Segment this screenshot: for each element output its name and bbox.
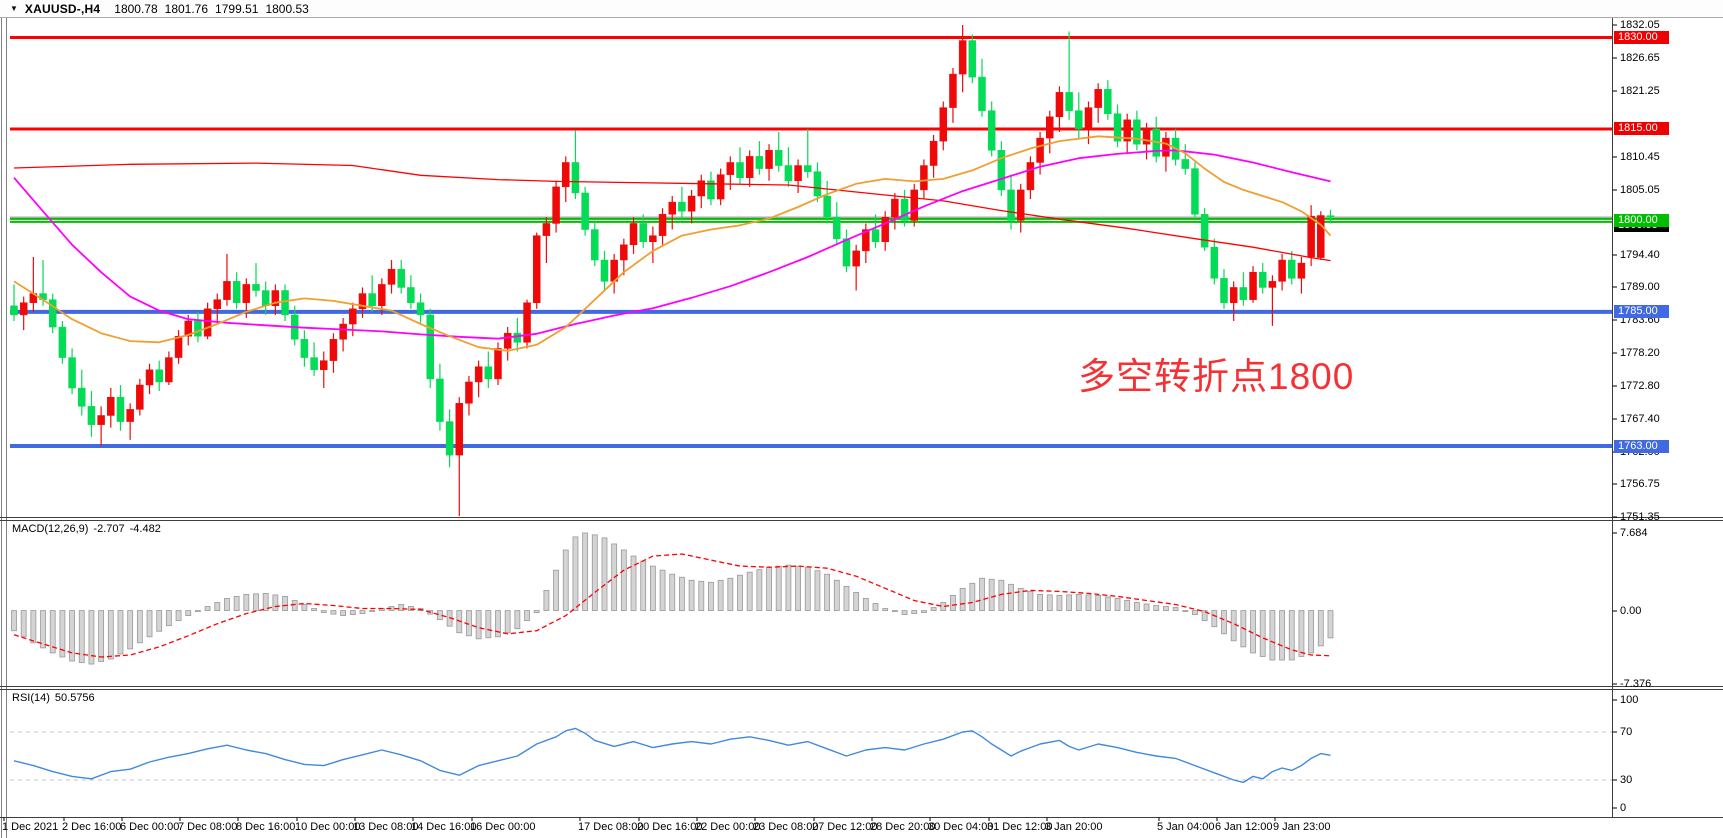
ma-lines-layer bbox=[13, 135, 1332, 352]
price-tag: 1763.00 bbox=[1614, 440, 1669, 453]
time-tick-label: 2 Dec 16:00 bbox=[62, 821, 122, 833]
time-tick-label: 14 Dec 16:00 bbox=[411, 821, 477, 833]
time-tick-label: 16 Dec 00:00 bbox=[470, 821, 536, 833]
macd-axis-label: 7.684 bbox=[1620, 527, 1648, 539]
ma-magenta bbox=[13, 149, 1331, 340]
price-tag: 1830.00 bbox=[1614, 31, 1669, 44]
price-tick-label: 1751.35 bbox=[1620, 511, 1660, 523]
time-tick-label: 23 Dec 08:00 bbox=[753, 821, 819, 833]
macd-axis-label: 0.00 bbox=[1620, 605, 1642, 617]
ma-red bbox=[13, 162, 1331, 262]
time-tick-label: 28 Dec 20:00 bbox=[870, 821, 936, 833]
macd-main-value: -2.707 bbox=[93, 523, 125, 535]
price-tag: 1800.00 bbox=[1614, 214, 1669, 227]
time-tick-label: 17 Dec 08:00 bbox=[578, 821, 644, 833]
rsi-line bbox=[13, 727, 1331, 784]
price-tick-label: 1772.80 bbox=[1620, 380, 1660, 392]
time-tick-label: 6 Dec 00:00 bbox=[120, 821, 180, 833]
rsi-name: RSI(14) bbox=[12, 692, 50, 704]
rsi-axis-label: 100 bbox=[1620, 694, 1639, 706]
price-tick-label: 1821.25 bbox=[1620, 85, 1660, 97]
ohlc-close: 1800.53 bbox=[265, 1, 309, 16]
time-tick-label: 3 Jan 20:00 bbox=[1045, 821, 1103, 833]
time-tick-label: 31 Dec 12:00 bbox=[987, 821, 1053, 833]
ohlc-open: 1800.78 bbox=[114, 1, 158, 16]
macd-name: MACD(12,26,9) bbox=[12, 523, 89, 535]
price-tick-label: 1832.05 bbox=[1620, 19, 1660, 31]
time-tick-label: 1 Dec 2021 bbox=[2, 821, 59, 833]
time-tick-label: 5 Jan 04:00 bbox=[1157, 821, 1215, 833]
candlesticks-layer bbox=[10, 25, 1335, 517]
rsi-axis-label: 0 bbox=[1620, 802, 1627, 814]
rsi-indicator-label: RSI(14) 50.5756 bbox=[12, 692, 100, 704]
time-tick-label: 13 Dec 08:00 bbox=[353, 821, 419, 833]
price-tick-label: 1794.40 bbox=[1620, 249, 1660, 261]
rsi-axis-label: 30 bbox=[1620, 774, 1633, 786]
rsi-value: 50.5756 bbox=[54, 692, 95, 704]
price-tick-label: 1778.20 bbox=[1620, 347, 1660, 359]
price-tick-label: 1805.05 bbox=[1620, 184, 1660, 196]
rsi-layer bbox=[10, 727, 1612, 784]
macd-indicator-label: MACD(12,26,9) -2.707 -4.482 bbox=[12, 523, 166, 535]
time-tick-label: 22 Dec 00:00 bbox=[695, 821, 761, 833]
ohlc-high: 1801.76 bbox=[164, 1, 209, 16]
annotation-bullbear-1800[interactable]: 多空转折点1800 bbox=[1078, 356, 1355, 397]
time-tick-label: 7 Dec 08:00 bbox=[178, 821, 238, 833]
time-tick-label: 20 Dec 16:00 bbox=[637, 821, 703, 833]
time-tick-label: 10 Dec 00:00 bbox=[295, 821, 361, 833]
price-tick-label: 1767.40 bbox=[1620, 413, 1660, 425]
time-tick-label: 30 Dec 04:00 bbox=[928, 821, 994, 833]
macd-signal-line bbox=[13, 553, 1331, 658]
rsi-axis-label: 70 bbox=[1620, 726, 1633, 738]
price-tag: 1785.00 bbox=[1614, 305, 1669, 318]
time-tick-label: 9 Jan 23:00 bbox=[1273, 821, 1331, 833]
macd-signal-value: -4.482 bbox=[129, 523, 161, 535]
hlines-layer bbox=[10, 35, 1612, 448]
price-tick-label: 1810.45 bbox=[1620, 151, 1660, 163]
price-tick-label: 1789.00 bbox=[1620, 281, 1660, 293]
ohlc-low: 1799.51 bbox=[215, 1, 259, 16]
ma-orange bbox=[13, 135, 1332, 352]
time-tick-label: 8 Dec 16:00 bbox=[236, 821, 296, 833]
symbol-period-label: XAUUSD-,H4 bbox=[24, 1, 101, 16]
time-tick-label: 6 Jan 12:00 bbox=[1215, 821, 1273, 833]
collapse-chart-icon[interactable]: ▼ bbox=[10, 4, 18, 13]
macd-axis-label: -7.376 bbox=[1620, 678, 1652, 690]
chart-titlebar[interactable]: ▼ XAUUSD-,H4 1800.78 1801.76 1799.51 180… bbox=[0, 0, 1723, 17]
time-tick-label: 27 Dec 12:00 bbox=[812, 821, 878, 833]
price-tick-label: 1756.75 bbox=[1620, 478, 1660, 490]
price-tag: 1815.00 bbox=[1614, 122, 1669, 135]
price-tick-label: 1826.65 bbox=[1620, 52, 1660, 64]
macd-layer bbox=[11, 532, 1334, 665]
